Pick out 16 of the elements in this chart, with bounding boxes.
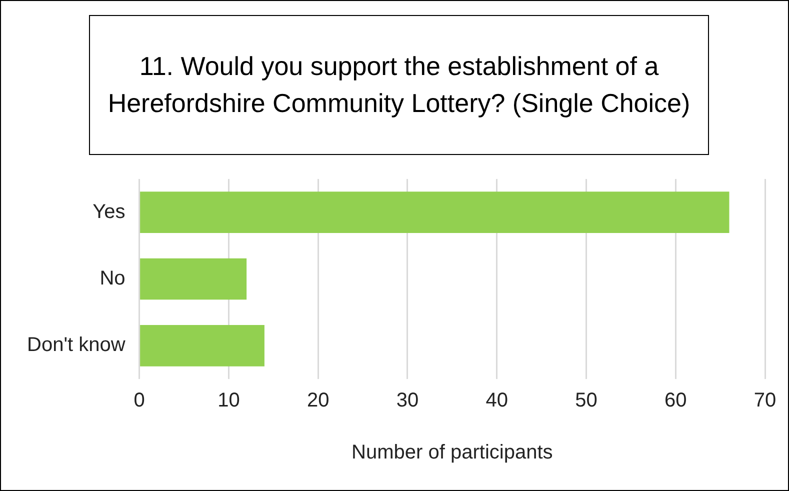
y-tick-label: Yes bbox=[92, 200, 126, 223]
bar bbox=[140, 258, 247, 300]
bar bbox=[140, 325, 264, 366]
x-tick-label: 0 bbox=[134, 390, 145, 412]
x-tick-label: 50 bbox=[575, 390, 598, 412]
x-tick-label: 30 bbox=[396, 390, 419, 412]
bar bbox=[140, 192, 730, 233]
x-tick-label: 40 bbox=[486, 390, 508, 412]
chart-title: 11. Would you support the establishment of a Herefordshire Community Lottery? (Single Choice) bbox=[89, 15, 709, 155]
x-tick-label: 60 bbox=[664, 390, 687, 412]
x-axis-title: Number of participants bbox=[352, 442, 553, 464]
x-tick-label: 20 bbox=[306, 390, 330, 412]
x-tick-label: 70 bbox=[754, 390, 776, 412]
y-tick-label: Don't know bbox=[27, 334, 126, 356]
x-tick-label: 10 bbox=[218, 390, 240, 412]
y-tick-label: No bbox=[100, 268, 126, 290]
